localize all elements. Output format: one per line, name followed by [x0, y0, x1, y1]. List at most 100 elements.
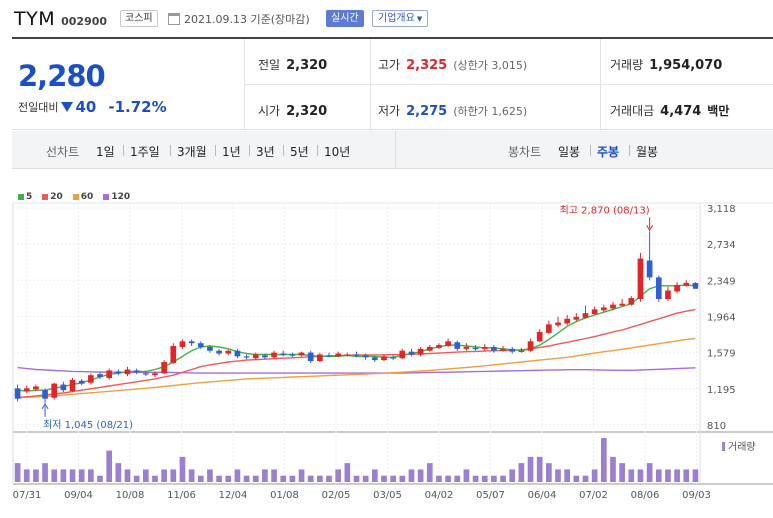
candle-body	[417, 348, 424, 355]
upper-limit: (상한가 3,015)	[453, 59, 528, 72]
volume-bar	[14, 463, 21, 482]
volume-bar	[298, 469, 305, 482]
candle-body	[243, 356, 250, 358]
volume-bar	[252, 475, 259, 482]
amount-unit: 백만	[707, 104, 730, 118]
candle-body	[234, 350, 241, 357]
period-3m-button[interactable]: 3개월	[177, 145, 207, 159]
divider	[244, 39, 245, 131]
volume-bar	[243, 475, 250, 482]
change-label: 전일대비	[18, 101, 59, 114]
candle-body	[78, 380, 85, 384]
period-5y-button[interactable]: 5년	[290, 145, 309, 159]
change-percent: -1.72%	[108, 98, 167, 116]
x-tick-label: 12/04	[219, 490, 248, 501]
volume-bar	[115, 463, 122, 482]
open-price: 시가 2,320	[258, 102, 327, 119]
volume-bar	[23, 469, 30, 482]
volume-bar	[454, 475, 461, 482]
corp-info-label: 기업개요	[378, 13, 415, 24]
candle-body	[88, 375, 94, 383]
divider	[395, 131, 396, 169]
high-value: 2,325	[406, 58, 448, 73]
low-value: 2,275	[406, 104, 448, 119]
volume-bar	[381, 475, 387, 482]
candle-body	[106, 370, 113, 378]
volume-bar	[78, 469, 85, 482]
candle-body	[481, 346, 488, 349]
date-info: 2021.09.13 기준(장마감)	[168, 11, 310, 27]
volume-bar	[600, 438, 607, 482]
stock-name: TYM	[14, 8, 56, 30]
candle-body	[527, 341, 534, 351]
volume-bar	[426, 463, 433, 482]
volume-bar	[197, 475, 204, 482]
divider	[590, 145, 591, 156]
y-tick-label: 1,195	[707, 385, 736, 396]
divider	[283, 145, 284, 156]
candle-body	[408, 351, 415, 355]
x-tick-label: 04/02	[425, 490, 454, 501]
legend-ma20-label: 20	[50, 192, 63, 202]
volume-bar	[628, 469, 635, 482]
corp-info-dropdown[interactable]: 기업개요 ▼	[372, 10, 429, 27]
candle-body	[225, 350, 232, 354]
down-arrow-icon	[61, 102, 74, 112]
x-tick-label: 09/04	[64, 490, 93, 501]
candle-body	[371, 357, 378, 361]
candle-body	[188, 341, 195, 344]
daily-candle-button[interactable]: 일봉	[558, 145, 581, 159]
date-text: 2021.09.13 기준(장마감)	[184, 13, 310, 26]
candle-body	[289, 354, 296, 356]
candle-body	[454, 342, 461, 349]
candle-body	[491, 346, 497, 351]
candle-body	[216, 350, 222, 354]
candle-body	[69, 379, 76, 392]
candle-body	[161, 362, 167, 374]
candle-body	[335, 353, 342, 357]
period-1w-button[interactable]: 1주일	[130, 145, 160, 159]
weekly-candle-button[interactable]: 주봉	[597, 145, 620, 159]
volume-bar	[445, 475, 451, 482]
candle-body	[207, 346, 213, 351]
candle-body	[353, 354, 360, 356]
volume-bar	[216, 475, 222, 482]
volume-bar	[536, 456, 543, 482]
legend-ma120-label: 120	[111, 192, 131, 202]
period-3y-button[interactable]: 3년	[256, 145, 275, 159]
candle-body	[307, 352, 314, 362]
candle-body	[472, 347, 479, 350]
x-tick-label: 03/05	[373, 490, 402, 501]
prev-close: 전일 2,320	[258, 56, 327, 73]
volume-bar	[152, 475, 158, 482]
volume-bar	[69, 469, 76, 482]
volume-bar	[683, 469, 690, 482]
candle-body	[23, 388, 30, 392]
candle-body	[390, 357, 396, 359]
divider	[244, 84, 773, 85]
volume-value: 1,954,070	[649, 58, 723, 73]
candle-body	[179, 341, 186, 347]
candle-body	[500, 348, 506, 351]
volume-bar	[408, 469, 415, 482]
period-1y-button[interactable]: 1년	[222, 145, 241, 159]
monthly-candle-button[interactable]: 월봉	[636, 145, 659, 159]
divider	[370, 39, 371, 131]
volume-bar	[655, 469, 662, 482]
period-1d-button[interactable]: 1일	[96, 145, 115, 159]
volume-bar	[179, 456, 186, 482]
period-10y-button[interactable]: 10년	[324, 145, 351, 159]
candle-body	[600, 307, 607, 311]
legend-ma60-label: 60	[80, 192, 94, 202]
candle-body	[610, 304, 616, 309]
volume-bar	[106, 450, 113, 482]
live-button[interactable]: 실시간	[326, 10, 364, 27]
volume-bar	[371, 469, 378, 482]
volume-bar	[582, 475, 589, 482]
candle-body	[142, 373, 149, 375]
candle-body	[115, 371, 122, 374]
high-arrow-head	[646, 225, 654, 232]
divider	[215, 145, 216, 156]
divider	[170, 145, 171, 156]
